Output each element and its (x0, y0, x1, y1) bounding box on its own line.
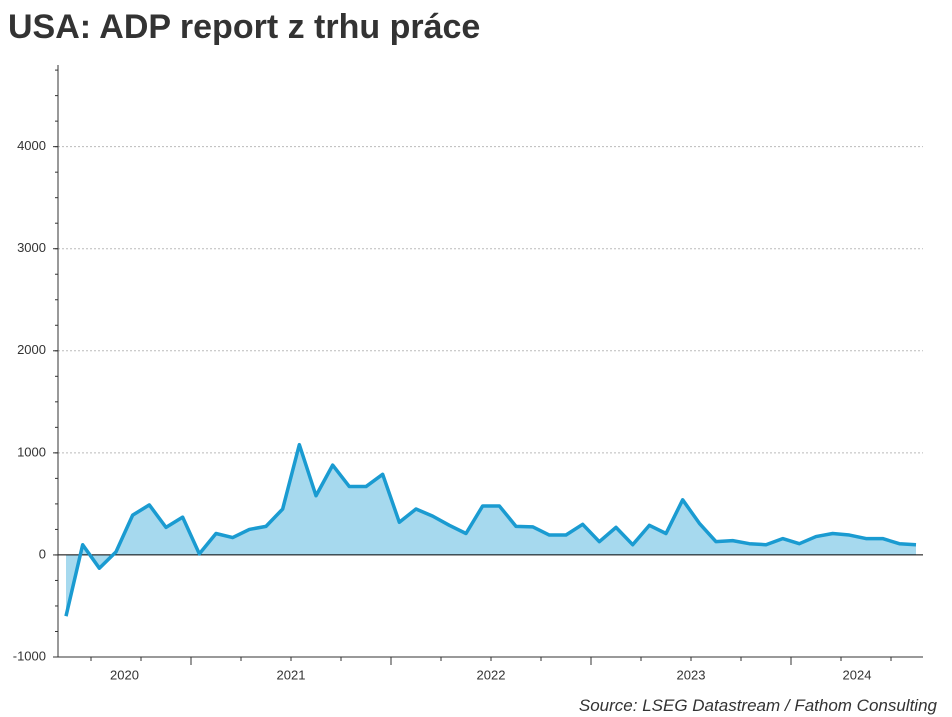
x-tick-label: 2020 (110, 667, 139, 682)
x-tick-label: 2023 (677, 667, 706, 682)
y-tick-label: 3000 (17, 240, 46, 255)
chart-title: USA: ADP report z trhu práce (8, 8, 480, 46)
y-tick-label: 1000 (17, 444, 46, 459)
y-tick-label: -1000 (13, 648, 46, 663)
y-tick-label: 2000 (17, 342, 46, 357)
y-tick-label: 4000 (17, 138, 46, 153)
x-tick-label: 2024 (843, 667, 872, 682)
source: Source: LSEG Datastream / Fathom Consult… (579, 696, 938, 715)
x-tick-label: 2022 (477, 667, 506, 682)
x-tick-label: 2021 (277, 667, 306, 682)
area (66, 444, 916, 617)
y-tick-label: 0 (39, 546, 46, 561)
line (64, 442, 917, 617)
